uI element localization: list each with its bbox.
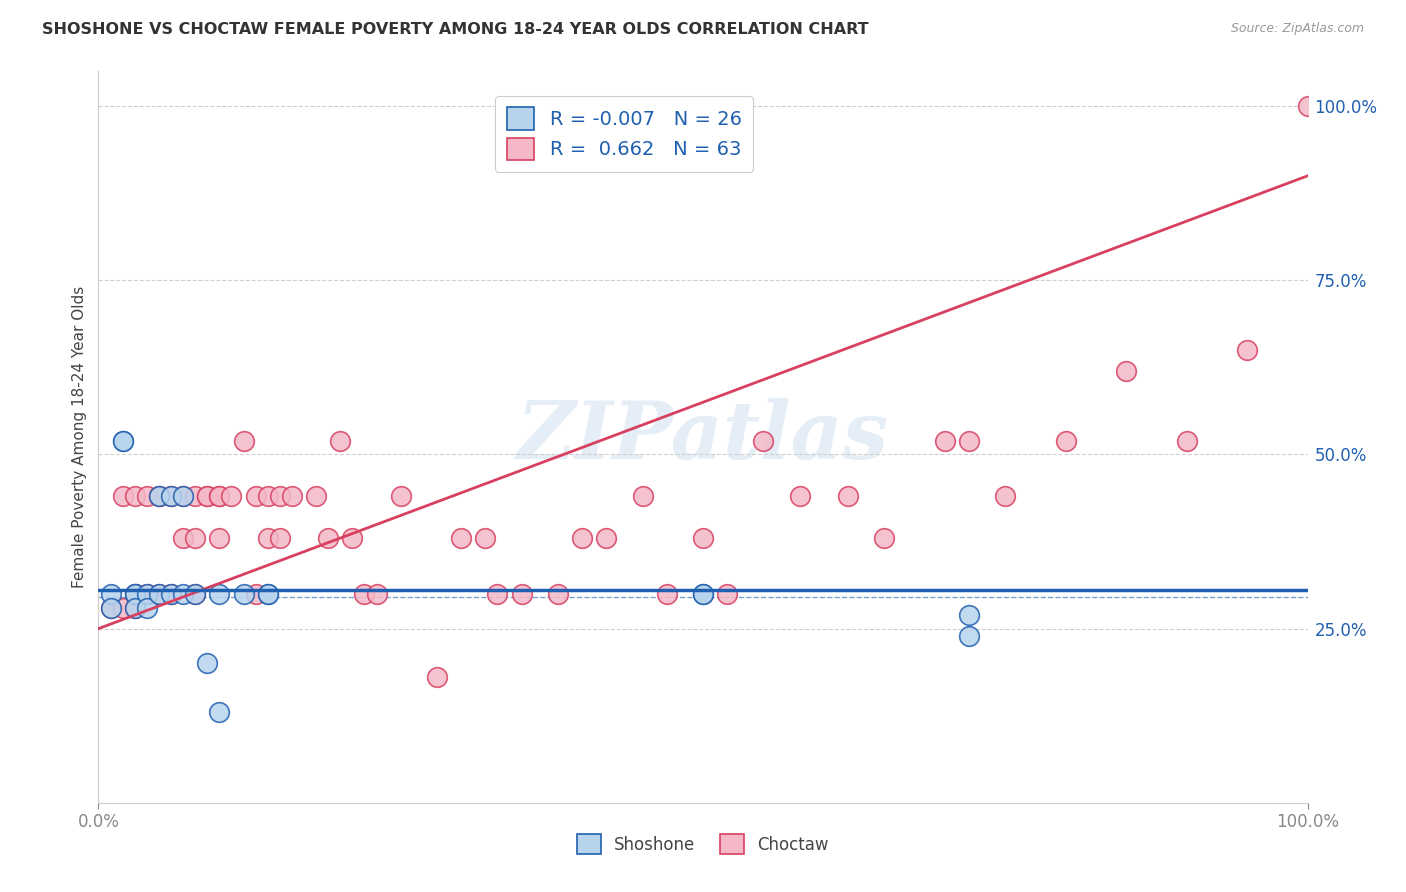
Point [172, 489, 194, 503]
Point [100, 600, 122, 615]
Point [184, 531, 207, 545]
Point [353, 587, 375, 601]
Point [232, 587, 254, 601]
Point [245, 587, 267, 601]
Point [1054, 434, 1077, 448]
Point [135, 600, 157, 615]
Point [195, 489, 218, 503]
Point [160, 489, 183, 503]
Point [111, 434, 134, 448]
Point [208, 705, 231, 719]
Point [135, 587, 157, 601]
Point [160, 587, 183, 601]
Point [281, 489, 304, 503]
Point [957, 607, 980, 622]
Point [1236, 343, 1258, 357]
Point [100, 587, 122, 601]
Point [692, 587, 714, 601]
Point [631, 489, 654, 503]
Point [100, 600, 122, 615]
Point [655, 587, 678, 601]
Point [269, 489, 291, 503]
Point [994, 489, 1017, 503]
Point [934, 434, 956, 448]
Text: SHOSHONE VS CHOCTAW FEMALE POVERTY AMONG 18-24 YEAR OLDS CORRELATION CHART: SHOSHONE VS CHOCTAW FEMALE POVERTY AMONG… [42, 22, 869, 37]
Point [148, 587, 170, 601]
Point [1296, 99, 1319, 113]
Point [256, 587, 278, 601]
Y-axis label: Female Poverty Among 18-24 Year Olds: Female Poverty Among 18-24 Year Olds [72, 286, 87, 588]
Point [269, 531, 291, 545]
Point [221, 489, 243, 503]
Point [342, 531, 364, 545]
Point [426, 670, 449, 684]
Point [716, 587, 738, 601]
Point [256, 489, 278, 503]
Point [329, 434, 352, 448]
Point [148, 489, 170, 503]
Point [873, 531, 896, 545]
Point [389, 489, 412, 503]
Point [1115, 364, 1137, 378]
Point [305, 489, 328, 503]
Point [208, 489, 231, 503]
Text: ZIPatlas: ZIPatlas [517, 399, 889, 475]
Point [124, 587, 146, 601]
Point [789, 489, 811, 503]
Point [692, 531, 714, 545]
Point [957, 629, 980, 643]
Point [208, 587, 231, 601]
Point [208, 531, 231, 545]
Point [148, 489, 170, 503]
Point [111, 434, 134, 448]
Point [124, 600, 146, 615]
Point [208, 489, 231, 503]
Point [692, 587, 714, 601]
Point [510, 587, 533, 601]
Point [256, 587, 278, 601]
Point [316, 531, 339, 545]
Point [124, 489, 146, 503]
Point [184, 587, 207, 601]
Point [135, 489, 157, 503]
Point [957, 434, 980, 448]
Point [450, 531, 472, 545]
Point [148, 587, 170, 601]
Point [474, 531, 496, 545]
Point [195, 489, 218, 503]
Point [232, 434, 254, 448]
Point [111, 489, 134, 503]
Point [256, 531, 278, 545]
Point [547, 587, 569, 601]
Point [124, 600, 146, 615]
Point [195, 657, 218, 671]
Point [245, 489, 267, 503]
Point [184, 587, 207, 601]
Point [160, 489, 183, 503]
Point [135, 587, 157, 601]
Point [184, 489, 207, 503]
Point [752, 434, 775, 448]
Point [1175, 434, 1198, 448]
Point [837, 489, 859, 503]
Point [111, 600, 134, 615]
Point [124, 587, 146, 601]
Point [486, 587, 509, 601]
Point [124, 587, 146, 601]
Point [571, 531, 593, 545]
Point [148, 489, 170, 503]
Legend: Shoshone, Choctaw: Shoshone, Choctaw [571, 828, 835, 860]
Point [160, 587, 183, 601]
Point [595, 531, 617, 545]
Point [172, 587, 194, 601]
Point [172, 531, 194, 545]
Point [366, 587, 388, 601]
Text: Source: ZipAtlas.com: Source: ZipAtlas.com [1230, 22, 1364, 36]
Point [172, 489, 194, 503]
